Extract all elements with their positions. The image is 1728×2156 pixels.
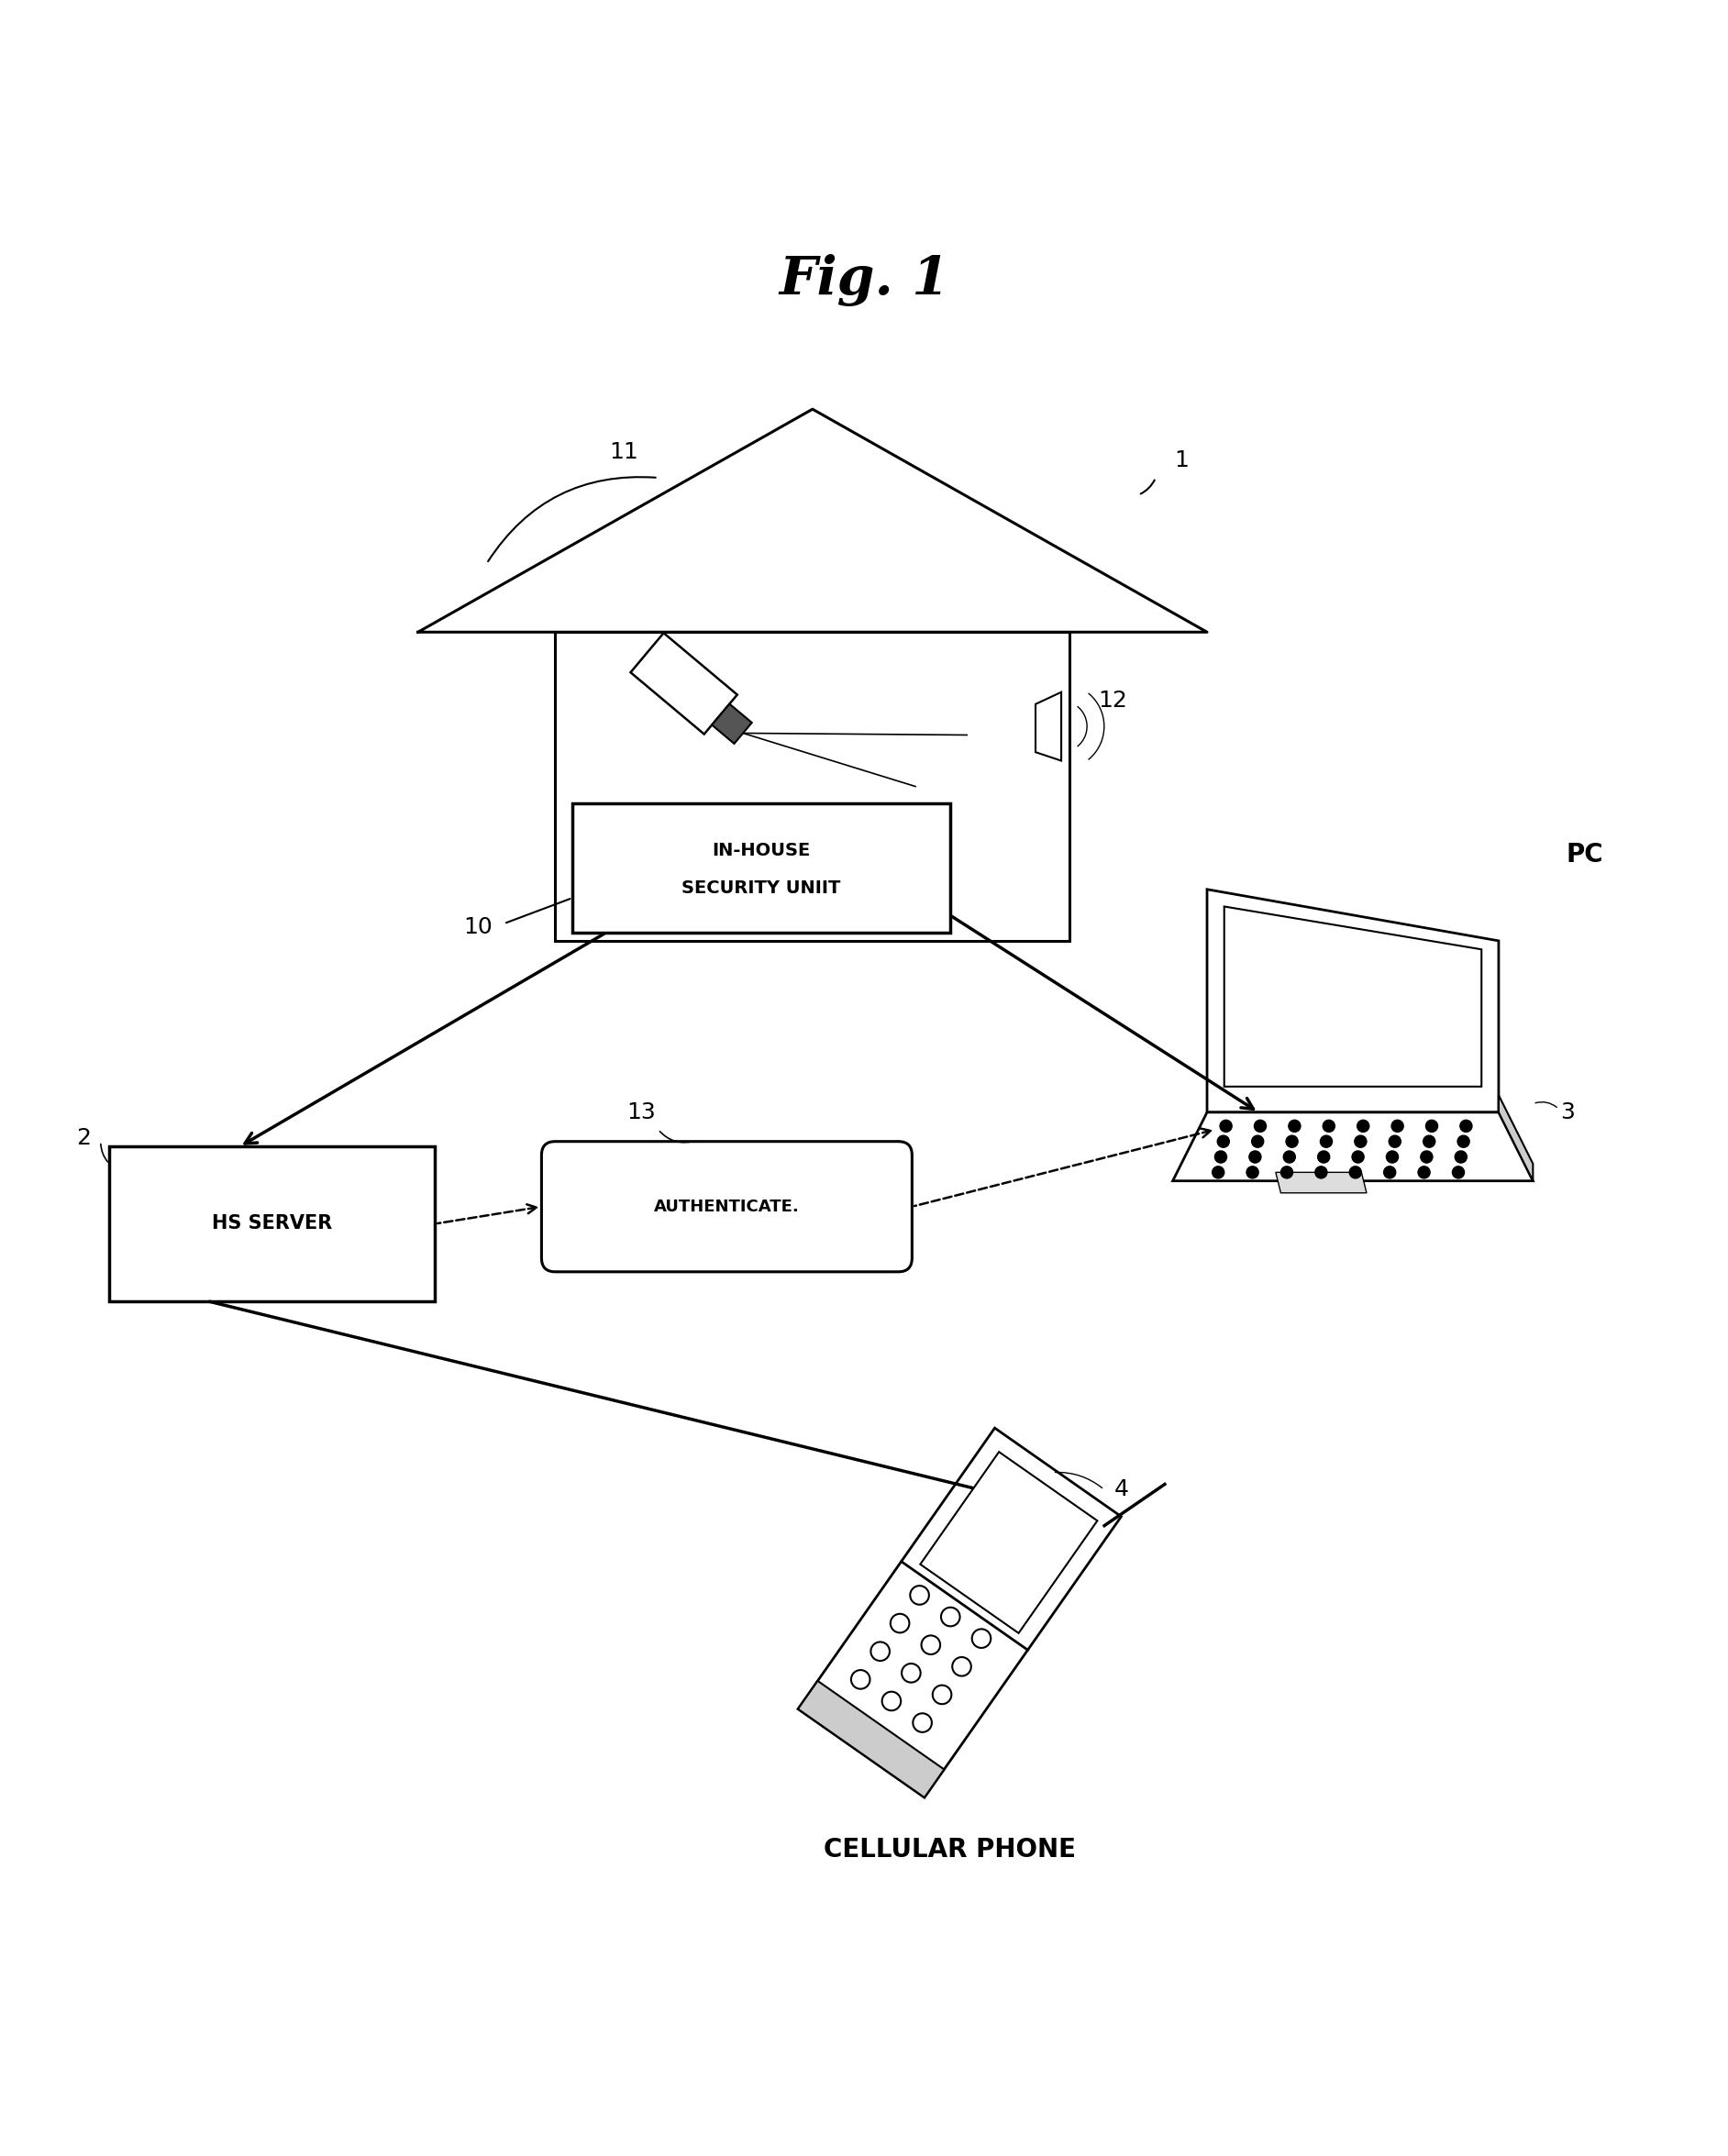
Circle shape <box>1220 1119 1232 1132</box>
FancyBboxPatch shape <box>541 1141 912 1272</box>
Text: 10: 10 <box>463 916 492 938</box>
Circle shape <box>1351 1151 1363 1162</box>
Text: 13: 13 <box>627 1102 655 1123</box>
Circle shape <box>1251 1136 1263 1147</box>
Circle shape <box>1452 1166 1464 1179</box>
Polygon shape <box>1498 1095 1533 1181</box>
Circle shape <box>1284 1151 1296 1162</box>
Circle shape <box>1384 1166 1396 1179</box>
Polygon shape <box>109 1147 435 1300</box>
Polygon shape <box>572 804 950 931</box>
Circle shape <box>1455 1151 1467 1162</box>
Circle shape <box>1420 1151 1433 1162</box>
Polygon shape <box>1275 1173 1367 1192</box>
Circle shape <box>1249 1151 1261 1162</box>
Polygon shape <box>798 1682 943 1798</box>
Polygon shape <box>798 1427 1121 1798</box>
Text: PC: PC <box>1566 843 1604 869</box>
Text: IN-HOUSE: IN-HOUSE <box>712 843 810 860</box>
Circle shape <box>1280 1166 1293 1179</box>
Text: 2: 2 <box>76 1128 92 1149</box>
Text: 12: 12 <box>1097 690 1127 711</box>
Text: CELLULAR PHONE: CELLULAR PHONE <box>824 1837 1077 1863</box>
Circle shape <box>1289 1119 1301 1132</box>
Circle shape <box>1457 1136 1469 1147</box>
Circle shape <box>1217 1136 1229 1147</box>
Circle shape <box>1350 1166 1362 1179</box>
Text: AUTHENTICATE.: AUTHENTICATE. <box>653 1199 800 1214</box>
Circle shape <box>1286 1136 1298 1147</box>
Polygon shape <box>1173 1112 1533 1181</box>
Text: SECURITY UNIIT: SECURITY UNIIT <box>681 880 840 897</box>
Circle shape <box>1315 1166 1327 1179</box>
Circle shape <box>1320 1136 1332 1147</box>
Circle shape <box>1213 1166 1223 1179</box>
Circle shape <box>1426 1119 1438 1132</box>
Circle shape <box>1246 1166 1258 1179</box>
Circle shape <box>1391 1119 1403 1132</box>
Circle shape <box>1355 1136 1367 1147</box>
Circle shape <box>1460 1119 1472 1132</box>
Polygon shape <box>921 1451 1097 1632</box>
Circle shape <box>1389 1136 1401 1147</box>
Text: 4: 4 <box>1115 1479 1128 1501</box>
Circle shape <box>1386 1151 1398 1162</box>
Text: HS SERVER: HS SERVER <box>213 1214 332 1233</box>
Text: 11: 11 <box>610 442 638 464</box>
Circle shape <box>1215 1151 1227 1162</box>
Circle shape <box>1324 1119 1334 1132</box>
Circle shape <box>1419 1166 1431 1179</box>
Polygon shape <box>631 634 738 735</box>
Circle shape <box>1255 1119 1267 1132</box>
Text: 3: 3 <box>1560 1102 1574 1123</box>
Polygon shape <box>712 703 752 744</box>
Text: 1: 1 <box>1173 451 1189 472</box>
Polygon shape <box>1208 890 1498 1112</box>
Circle shape <box>1318 1151 1329 1162</box>
Circle shape <box>1424 1136 1436 1147</box>
Circle shape <box>1356 1119 1369 1132</box>
Text: Fig. 1: Fig. 1 <box>779 254 949 306</box>
Polygon shape <box>1223 906 1481 1087</box>
